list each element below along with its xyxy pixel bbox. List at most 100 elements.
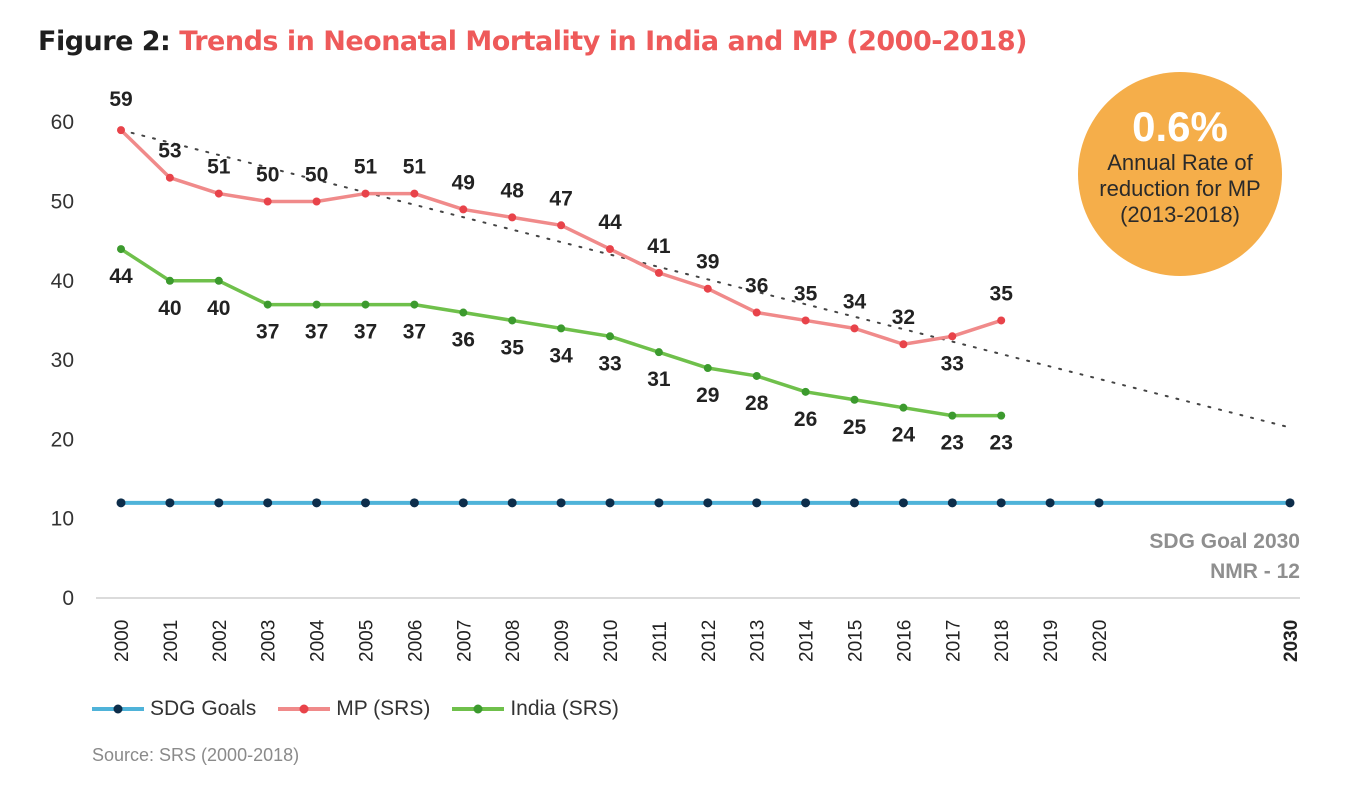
x-tick-label: 2015: [846, 620, 867, 662]
india-point: [312, 300, 321, 309]
sdg-point: [1045, 498, 1055, 508]
mp-point: [654, 268, 663, 277]
sdg-point: [752, 498, 762, 508]
india-point: [165, 276, 174, 285]
figure-number: Figure 2:: [38, 26, 171, 57]
sdg-point: [1285, 498, 1295, 508]
india-point: [801, 387, 810, 396]
mp-point: [801, 316, 810, 325]
sdg-point: [605, 498, 615, 508]
mp-data-label: 34: [843, 290, 867, 313]
india-point: [606, 332, 614, 341]
sdg-point: [409, 498, 419, 508]
india-data-label: 26: [794, 408, 817, 431]
mp-data-label: 51: [207, 156, 231, 179]
badge-line-3: (2013-2018): [1120, 202, 1240, 227]
sdg-goal-label: SDG Goal 2030: [1149, 530, 1300, 553]
mp-data-label: 51: [354, 156, 378, 179]
mp-point: [312, 197, 321, 206]
mp-point: [850, 324, 859, 333]
india-data-label: 37: [403, 321, 426, 344]
india-point: [459, 308, 468, 317]
mp-data-label: 47: [549, 187, 572, 210]
mp-point: [606, 245, 614, 254]
india-data-label: 33: [598, 352, 621, 375]
mp-data-label: 39: [696, 251, 719, 274]
x-tick-label: 2009: [552, 620, 573, 662]
mp-series-line: [119, 128, 1002, 346]
mp-data-label: 32: [892, 306, 915, 329]
sdg-point: [1094, 498, 1104, 508]
india-point: [508, 316, 517, 325]
india-data-label: 35: [501, 336, 525, 359]
sdg-point: [947, 498, 957, 508]
x-tick-label: 2017: [943, 620, 964, 662]
mp-point: [410, 189, 419, 198]
mp-data-label: 33: [941, 352, 964, 375]
x-tick-label: 2012: [699, 620, 720, 662]
mp-data-label: 50: [305, 164, 328, 187]
sdg-point: [507, 498, 517, 508]
mp-point: [899, 340, 908, 349]
x-tick-label: 2030: [1281, 620, 1302, 662]
legend-swatch-sdg: [92, 704, 144, 714]
mp-point: [214, 189, 223, 198]
mp-data-label: 44: [598, 211, 622, 234]
legend-label-india: India (SRS): [510, 697, 619, 720]
legend-swatch-mp: [278, 704, 331, 714]
legend-label-sdg: SDG Goals: [150, 697, 257, 720]
x-tick-label: 2008: [503, 620, 524, 662]
mp-data-label: 48: [501, 179, 525, 202]
india-data-label: 40: [207, 297, 230, 320]
sdg-point: [263, 498, 273, 508]
india-point: [117, 245, 125, 254]
india-data-label: 23: [941, 432, 964, 455]
india-point: [557, 324, 566, 333]
reduction-rate-badge: 0.6% Annual Rate of reduction for MP (20…: [1078, 72, 1282, 276]
mp-data-label: 59: [109, 88, 132, 111]
sdg-point: [165, 498, 175, 508]
sdg-point: [850, 498, 859, 508]
x-tick-label: 2004: [308, 619, 329, 662]
y-tick-label: 0: [62, 587, 74, 610]
x-tick-label: 2006: [405, 620, 426, 662]
x-tick-label: 2003: [259, 620, 280, 662]
india-point: [948, 411, 957, 420]
x-tick-label: 2020: [1090, 620, 1111, 662]
mp-point: [165, 173, 174, 182]
india-data-label: 34: [549, 344, 573, 367]
y-tick-label: 60: [51, 111, 74, 134]
india-point: [703, 364, 712, 373]
india-data-label: 23: [990, 432, 1013, 455]
mp-point: [117, 126, 125, 135]
sdg-point: [898, 498, 908, 508]
badge-line-1: Annual Rate of: [1107, 150, 1253, 175]
y-tick-label: 30: [51, 349, 74, 372]
sdg-point: [703, 498, 713, 508]
india-point: [214, 276, 223, 285]
india-data-label: 25: [843, 416, 867, 439]
india-data-label: 28: [745, 392, 769, 415]
x-tick-label: 2019: [1041, 620, 1062, 662]
mp-point: [557, 221, 566, 230]
india-data-label: 29: [696, 384, 719, 407]
mp-data-label: 35: [990, 282, 1014, 305]
legend-item-india: India (SRS): [452, 697, 619, 721]
x-tick-label: 2011: [650, 621, 671, 662]
y-tick-label: 50: [51, 191, 74, 214]
india-point: [997, 411, 1006, 420]
india-data-label: 37: [354, 321, 377, 344]
sdg-point: [556, 498, 566, 508]
india-data-label: 40: [158, 297, 181, 320]
x-tick-label: 2014: [797, 619, 818, 662]
india-data-label: 36: [452, 329, 475, 352]
india-point: [899, 403, 908, 412]
x-tick-label: 2001: [161, 620, 182, 662]
sdg-point: [996, 498, 1006, 508]
india-point: [263, 300, 272, 309]
mp-point: [361, 189, 370, 198]
chart-title: Figure 2: Trends in Neonatal Mortality i…: [38, 26, 1027, 57]
sdg-point: [801, 498, 811, 508]
india-data-label: 37: [305, 321, 328, 344]
